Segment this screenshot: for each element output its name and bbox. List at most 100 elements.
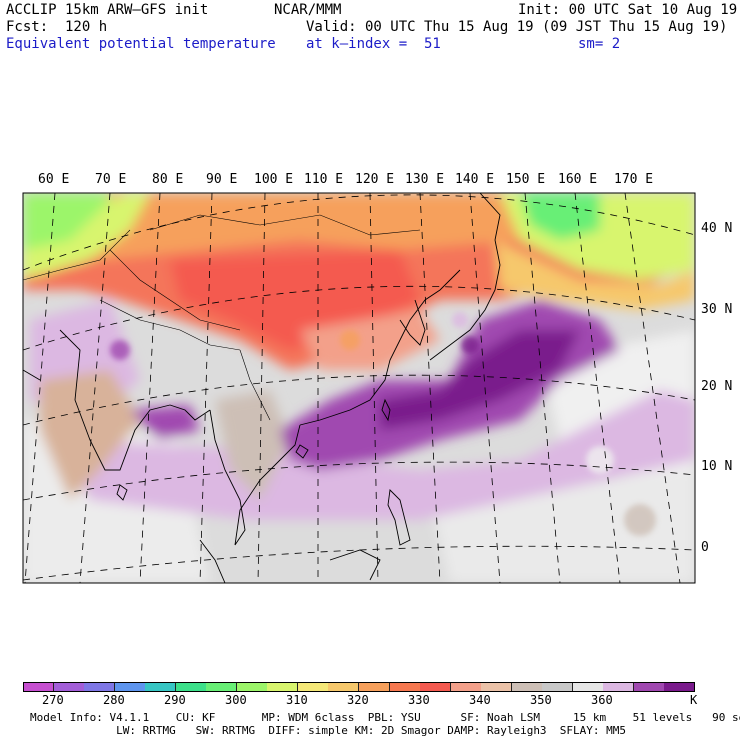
smoothing: sm= 2 [578, 36, 621, 52]
border-se-asia [239, 349, 271, 421]
colorbar-label: 300 [225, 693, 247, 707]
colorbar-cell [542, 682, 574, 692]
lat-20n [23, 374, 695, 426]
colorbar-cell [450, 682, 482, 692]
colorbar-label: 330 [408, 693, 430, 707]
lon-label: 160 E [558, 172, 598, 187]
colorbar-label: 280 [103, 693, 125, 707]
lon-label: 150 E [506, 172, 546, 187]
lon-label: 120 E [355, 172, 395, 187]
lat-label: 40 N [701, 221, 733, 236]
colorbar-cell [297, 682, 329, 692]
lon-150e [524, 193, 561, 583]
lon-70e [79, 193, 111, 583]
colorbar-cell [633, 682, 665, 692]
tan-indochina [215, 390, 290, 500]
lon-label: 80 E [152, 172, 184, 187]
colorbar-label: 360 [591, 693, 613, 707]
coast-japan [429, 239, 501, 361]
colorbar-unit: K [690, 693, 698, 707]
colorbar-cell [84, 682, 116, 692]
lon-160e [574, 193, 621, 583]
coast-hainan [295, 444, 309, 459]
model-info-line2: LW: RRTMG SW: RRTMG DIFF: simple KM: 2D … [30, 724, 627, 737]
lat-label: 10 N [701, 459, 733, 474]
speckle [340, 330, 360, 350]
lon-label: 170 E [614, 172, 654, 187]
colorbar-cell [53, 682, 85, 692]
lon-label: 130 E [405, 172, 445, 187]
colorbar-cell [236, 682, 268, 692]
colorbar-cell [267, 682, 299, 692]
colorbar-cell [389, 682, 421, 692]
forecast-hour: Fcst: 120 h [6, 19, 108, 35]
colorbar-label: 320 [347, 693, 369, 707]
lon-170e [624, 193, 681, 583]
salmon-south-china [300, 310, 440, 370]
level-index: at k–index = 51 [306, 36, 441, 52]
colorbar-cell [206, 682, 238, 692]
green-nw [23, 193, 110, 255]
coast-korea [399, 299, 426, 346]
lon-130e [419, 193, 441, 583]
map-frame [22, 192, 696, 584]
orange-ne-edge [495, 240, 695, 310]
speckle [110, 340, 130, 360]
colorbar-label: 270 [42, 693, 64, 707]
coast-borneo [329, 549, 381, 581]
lat-30n [23, 285, 695, 351]
border-china-west [109, 249, 241, 331]
lat-label: 0 [701, 540, 709, 555]
lon-label: 110 E [304, 172, 344, 187]
colorbar-label: 290 [164, 693, 186, 707]
lat-label: 30 N [701, 302, 733, 317]
lat-0 [23, 545, 695, 581]
yellow-nw [23, 193, 150, 278]
border-central-asia [23, 229, 131, 281]
lon-60e [24, 193, 56, 583]
lat-label: 20 N [701, 379, 733, 394]
colorbar-cell [145, 682, 177, 692]
colorbar-label: 340 [469, 693, 491, 707]
coast-sumatra [199, 539, 226, 583]
center-label: NCAR/MMM [274, 2, 342, 18]
speckle [586, 446, 614, 474]
coast-kamchatka [479, 193, 501, 241]
lon-100e [257, 193, 266, 583]
colorbar-cell [603, 682, 635, 692]
lon-label: 140 E [455, 172, 495, 187]
border-himalaya [99, 299, 241, 351]
purple-core [380, 330, 580, 430]
lon-140e [469, 193, 501, 583]
lat-10n [23, 461, 695, 501]
colorbar-cell [114, 682, 146, 692]
lon-label: 90 E [206, 172, 238, 187]
coast-indochina [209, 409, 301, 546]
colorbar-label: 350 [530, 693, 552, 707]
model-title: ACCLIP 15km ARW–GFS init [6, 2, 209, 18]
colorbar-cell [420, 682, 452, 692]
green-ne-core [520, 193, 600, 240]
colorbar-cell [481, 682, 513, 692]
colorbar-cell [359, 682, 390, 692]
lon-label: 70 E [95, 172, 127, 187]
lon-label: 100 E [254, 172, 294, 187]
speckle [452, 312, 468, 328]
colorbar-label: 310 [286, 693, 308, 707]
lat-40n [23, 194, 695, 271]
speckle [624, 504, 656, 536]
colorbar-cell [175, 682, 207, 692]
lon-label: 60 E [38, 172, 70, 187]
field-name: Equivalent potential temperature [6, 36, 276, 52]
valid-time: Valid: 00 UTC Thu 15 Aug 19 (09 JST Thu … [306, 19, 728, 35]
lon-80e [139, 193, 161, 583]
orange-north [60, 193, 520, 260]
model-info-line1: Model Info: V4.1.1 CU: KF MP: WDM 6class… [30, 711, 740, 724]
colorbar-cell [328, 682, 360, 692]
speckle [461, 336, 479, 354]
coast-arabia [23, 369, 41, 381]
colorbar-cell [572, 682, 604, 692]
colorbar-cell [511, 682, 543, 692]
colorbar-cell [23, 682, 54, 692]
